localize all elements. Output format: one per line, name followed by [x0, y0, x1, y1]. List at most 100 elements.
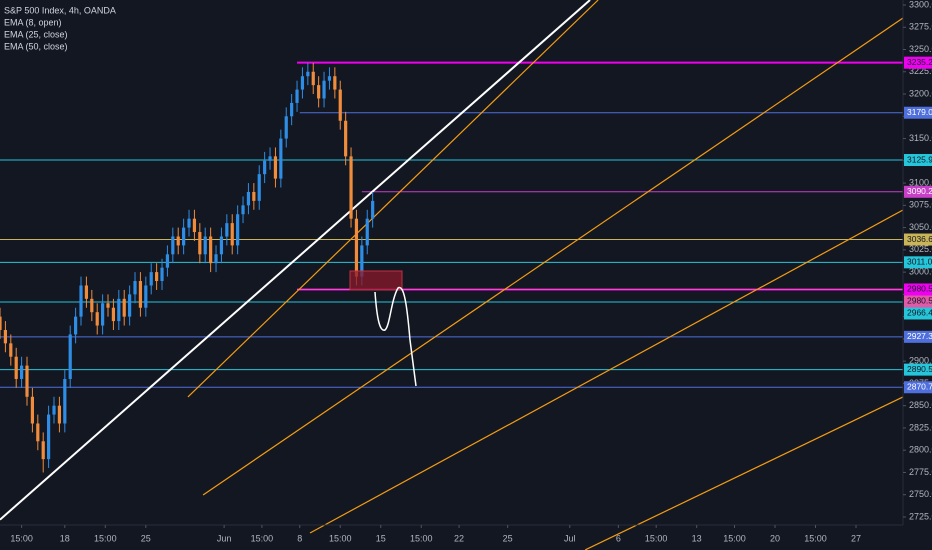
plot-area	[0, 0, 904, 550]
candle-body	[257, 174, 261, 201]
candle-body	[209, 236, 213, 264]
y-tick-label: 3000.0	[909, 266, 932, 276]
trend-line	[584, 396, 904, 550]
candle-body	[360, 245, 364, 277]
x-tick-label: 15:00	[804, 533, 827, 543]
candle-body	[225, 223, 229, 237]
y-tick-label: 2850.0	[909, 400, 932, 410]
candle-body	[122, 298, 126, 317]
candle-body	[344, 120, 348, 157]
price-label: 3125.9	[907, 154, 932, 164]
candle-body	[203, 236, 207, 255]
candle-body	[14, 356, 18, 379]
candle-body	[30, 396, 35, 424]
y-tick-label: 3200.0	[909, 88, 932, 98]
candle-body	[171, 236, 175, 255]
price-label-box	[904, 295, 932, 308]
y-tick-label: 3050.0	[909, 222, 932, 232]
candle-body	[128, 294, 132, 317]
price-label: 3179.0	[907, 107, 932, 117]
candle-body	[68, 334, 72, 379]
y-tick-label: 2750.0	[909, 489, 932, 499]
candle-body	[214, 254, 218, 264]
candle-body	[338, 89, 342, 121]
price-label: 2927.3	[907, 331, 932, 341]
candle-body	[311, 71, 315, 86]
candle-body	[306, 71, 310, 77]
price-label-box	[904, 330, 932, 343]
candle-body	[236, 214, 240, 246]
candle-body	[149, 272, 153, 286]
x-tick-label: 8	[297, 533, 302, 543]
candle-body	[187, 218, 191, 228]
candle-body	[295, 89, 299, 103]
axes: 2725.02750.02775.02800.02825.02850.02875…	[10, 0, 932, 543]
candle-body	[138, 281, 143, 308]
candle-body	[117, 298, 121, 322]
zone-box	[349, 270, 403, 291]
candle-body	[57, 405, 62, 424]
trend-line	[0, 0, 591, 521]
candle-body	[84, 285, 89, 299]
candle-body	[230, 223, 234, 246]
candle-body	[246, 191, 251, 206]
x-tick-label: 15:00	[94, 533, 117, 543]
candle-body	[165, 254, 170, 268]
candle-body	[74, 316, 78, 335]
y-tick-label: 3275.0	[909, 22, 932, 32]
price-label-box	[904, 307, 932, 320]
y-tick-label: 2800.0	[909, 445, 932, 455]
projection-path	[374, 286, 417, 387]
candle-body	[3, 329, 8, 344]
price-label: 2980.5	[907, 284, 932, 294]
candle-body	[106, 303, 110, 308]
x-tick-label: 15:00	[10, 533, 33, 543]
price-label-box	[904, 106, 932, 119]
x-tick-label: 15:00	[251, 533, 274, 543]
candle-body	[300, 76, 305, 90]
trend-line	[309, 209, 904, 534]
candle-body	[176, 236, 180, 246]
candle-body	[79, 285, 83, 317]
candle-body	[317, 85, 321, 99]
candle-body	[241, 205, 245, 215]
x-tick-label: 25	[503, 533, 513, 543]
candle-body	[47, 414, 51, 460]
trend-line	[187, 0, 599, 398]
candle-body	[133, 281, 137, 295]
candle-body	[20, 365, 24, 379]
candle-body	[144, 285, 148, 308]
candle-body	[354, 218, 359, 277]
candle-body	[219, 236, 224, 255]
price-label: 2966.4	[907, 308, 932, 318]
candle-body	[95, 312, 99, 326]
y-tick-label: 2775.0	[909, 467, 932, 477]
y-tick-label: 3150.0	[909, 133, 932, 143]
price-label-box	[904, 256, 932, 269]
candle-body	[63, 378, 67, 424]
candle-body	[192, 218, 197, 233]
candle-body	[25, 365, 29, 397]
candle-body	[252, 191, 256, 201]
candle-body	[90, 298, 94, 313]
price-label-box	[904, 283, 932, 296]
x-tick-label: 15	[376, 533, 386, 543]
candle-body	[198, 232, 202, 255]
candle-body	[41, 441, 45, 460]
x-tick-label: 15:00	[329, 533, 352, 543]
x-tick-label: 25	[141, 533, 151, 543]
x-tick-label: 27	[851, 533, 861, 543]
candle-body	[160, 267, 164, 282]
candle-body	[182, 227, 186, 246]
x-tick-label: 6	[616, 533, 621, 543]
price-label-box	[904, 363, 932, 376]
legend-item: EMA (50, close)	[4, 41, 68, 51]
price-label: 2870.7	[907, 381, 932, 391]
y-tick-label: 2900.0	[909, 356, 932, 366]
x-tick-label: 20	[770, 533, 780, 543]
candle-body	[322, 80, 326, 99]
y-tick-label: 2725.0	[909, 511, 932, 521]
chart-title: S&P 500 Index, 4h, OANDA	[4, 5, 116, 15]
